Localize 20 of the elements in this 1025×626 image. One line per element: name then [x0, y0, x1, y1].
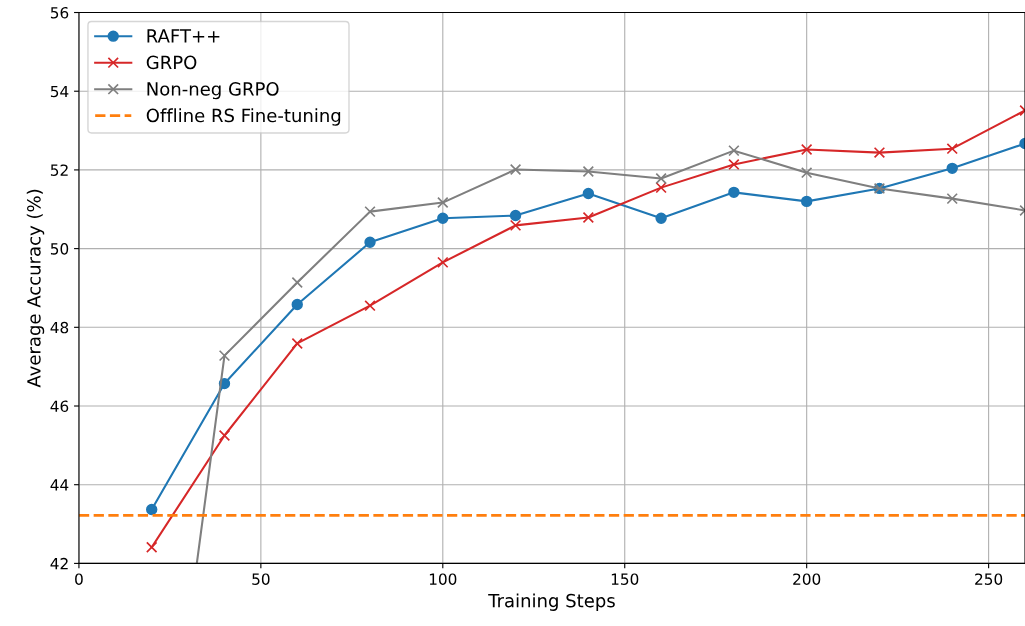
x-tick-label: 250 — [975, 573, 1003, 585]
legend-label: GRPO — [146, 55, 197, 70]
y-tick-label: 56 — [50, 6, 69, 19]
legend-label: Non-neg GRPO — [147, 82, 279, 100]
legend-label: Offline RS Fine-tuning — [146, 108, 341, 126]
y-tick-label: 44 — [50, 479, 69, 491]
y-axis-title: Average Accuracy (%) — [26, 189, 45, 388]
x-tick-label: 150 — [611, 573, 639, 585]
y-tick-label: 48 — [50, 321, 69, 334]
x-axis-title: Training Steps — [488, 593, 615, 611]
y-tick-label: 54 — [50, 85, 69, 98]
y-tick-label: 52 — [50, 164, 68, 176]
y-tick-label: 46 — [50, 400, 69, 413]
legend-label: RAFT++ — [147, 29, 220, 43]
y-tick-label: 50 — [50, 243, 69, 255]
x-tick-label: 0 — [75, 573, 83, 585]
y-tick-label: 42 — [50, 557, 68, 570]
x-tick-label: 200 — [793, 573, 821, 585]
x-tick-label: 50 — [252, 573, 270, 585]
x-tick-label: 100 — [429, 573, 457, 585]
